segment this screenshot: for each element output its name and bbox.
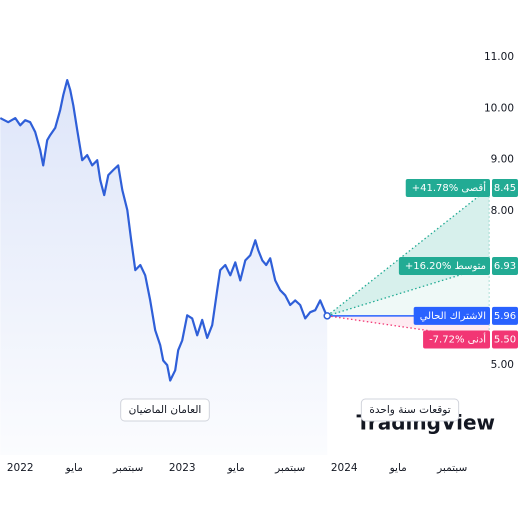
value-badge-label: 5.96 (494, 311, 516, 322)
value-badge (492, 178, 518, 197)
y-tick-label: 10.00 (484, 102, 514, 114)
forecast-label: الاشتراك الحالي (420, 311, 486, 322)
y-tick-label: 5.00 (491, 359, 514, 371)
x-tick-label: مايو (65, 462, 83, 474)
value-badge-label: 8.45 (494, 183, 516, 194)
x-tick-label: 2024 (331, 462, 358, 474)
y-tick-label: 8.00 (491, 205, 514, 217)
period-label-box (120, 398, 210, 422)
period-label-box (360, 398, 460, 422)
label-badge (398, 257, 490, 276)
current-badge: 5.96 الاشتراك الحالي (413, 306, 518, 325)
forecast-badge: 6.93 +16.20% متوسط (398, 257, 518, 276)
x-tick-label: سبتمبر (436, 462, 467, 474)
forecast-label: +41.78% أقصى (412, 181, 486, 194)
current-point (323, 312, 331, 320)
x-tick-label: سبتمبر (274, 462, 305, 474)
forecast-badge: 5.50 -7.72% أدنى (423, 330, 518, 349)
value-badge (492, 330, 518, 349)
forecast-label: -7.72% أدنى (429, 332, 486, 345)
period-label: العامان الماضيان (120, 398, 210, 422)
x-tick-label: 2023 (169, 462, 196, 474)
price-line (0, 79, 329, 382)
label-badge (423, 330, 490, 349)
period-label-text: العامان الماضيان (129, 404, 202, 416)
forecast-label: +16.20% متوسط (405, 261, 486, 272)
x-tick-label: سبتمبر (112, 462, 143, 474)
value-badge (492, 306, 518, 325)
forecast-upper-zone (327, 187, 490, 316)
value-badge (492, 257, 518, 276)
price-area (0, 80, 328, 455)
x-tick-label: مايو (227, 462, 245, 474)
value-badge-label: 5.50 (494, 334, 516, 345)
period-label: توقعات سنة واحدة (360, 398, 460, 422)
y-tick-label: 11.00 (484, 51, 514, 63)
label-badge (413, 306, 490, 325)
x-tick-label: مايو (389, 462, 407, 474)
forecast-mid-zone (327, 266, 490, 316)
value-badge-label: 6.93 (494, 261, 516, 272)
label-badge (405, 178, 490, 197)
forecast-badge: 8.45 +41.78% أقصى (405, 178, 518, 197)
y-tick-label: 9.00 (491, 154, 514, 166)
period-label-text: توقعات سنة واحدة (369, 404, 450, 416)
x-tick-label: 2022 (7, 462, 34, 474)
